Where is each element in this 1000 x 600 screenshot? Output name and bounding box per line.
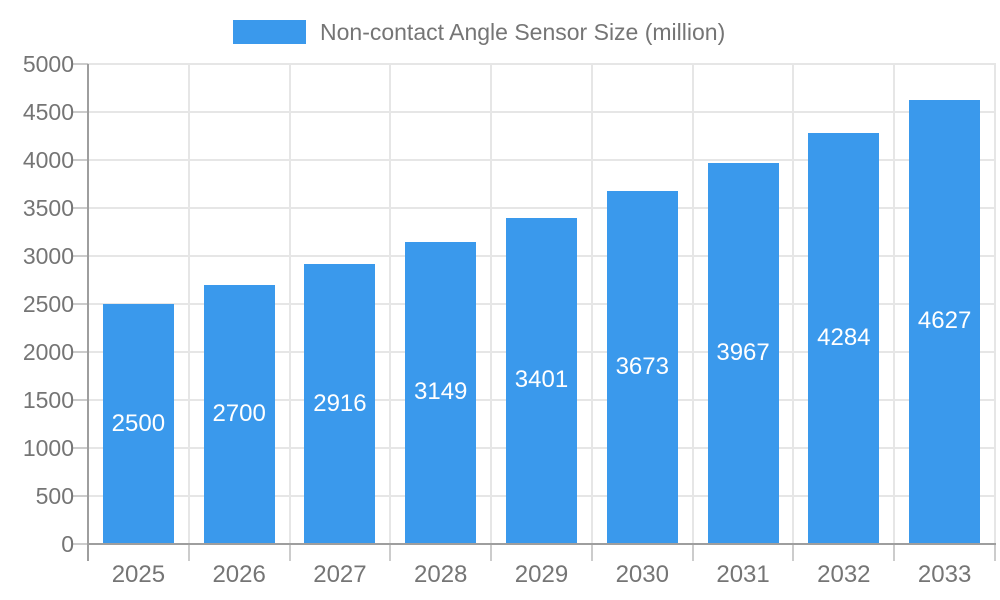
x-axis-label: 2028 bbox=[414, 561, 468, 588]
bar-value-label: 4627 bbox=[917, 307, 972, 335]
y-axis-label: 500 bbox=[35, 483, 74, 509]
x-axis-label: 2032 bbox=[817, 561, 871, 588]
bar-value-label: 3673 bbox=[615, 353, 669, 381]
x-axis-label: 2030 bbox=[615, 561, 669, 588]
bar-2033[interactable]: 4627 bbox=[909, 99, 981, 543]
bar-value-label: 2916 bbox=[313, 389, 367, 417]
gridline-vertical bbox=[590, 64, 593, 544]
y-axis-tick bbox=[72, 159, 88, 161]
x-axis-label: 2026 bbox=[212, 561, 266, 588]
y-axis-tick bbox=[72, 351, 88, 353]
y-axis-tick bbox=[72, 495, 88, 497]
gridline-vertical bbox=[288, 64, 291, 544]
y-axis-label: 2000 bbox=[22, 339, 74, 365]
x-axis-label: 2027 bbox=[313, 561, 367, 588]
y-axis-tick bbox=[72, 543, 88, 545]
gridline-horizontal bbox=[88, 207, 996, 209]
bar-value-label: 3967 bbox=[716, 339, 770, 367]
legend-item[interactable]: Non-contact Angle Sensor Size (million) bbox=[233, 19, 725, 45]
x-axis-tick bbox=[187, 545, 190, 561]
y-axis-tick bbox=[72, 255, 88, 257]
bar-value-label: 2500 bbox=[111, 409, 166, 437]
gridline-vertical bbox=[893, 64, 896, 544]
bar-value-label: 2700 bbox=[212, 399, 266, 427]
x-axis-label: 2029 bbox=[514, 561, 569, 588]
legend-swatch bbox=[233, 20, 306, 44]
y-axis-label: 4000 bbox=[22, 147, 74, 173]
bar-2031[interactable]: 3967 bbox=[707, 163, 779, 543]
bar-2032[interactable]: 4284 bbox=[808, 132, 880, 543]
bar-2026[interactable]: 2700 bbox=[203, 284, 275, 543]
y-axis-label: 2500 bbox=[22, 291, 74, 317]
gridline-vertical bbox=[490, 64, 493, 544]
gridline-vertical bbox=[691, 64, 694, 544]
y-axis-tick bbox=[72, 447, 88, 449]
y-axis-label: 1500 bbox=[22, 387, 74, 413]
x-axis-tick bbox=[893, 545, 896, 561]
y-axis-label: 0 bbox=[61, 531, 74, 557]
x-axis-line bbox=[88, 543, 996, 545]
y-axis-tick bbox=[72, 303, 88, 305]
bar-2029[interactable]: 3401 bbox=[506, 217, 577, 543]
bar-value-label: 3401 bbox=[514, 366, 569, 394]
gridline-vertical bbox=[994, 64, 996, 544]
x-axis-tick bbox=[288, 545, 291, 561]
x-axis-label: 2031 bbox=[716, 561, 770, 588]
x-axis-tick bbox=[792, 545, 795, 561]
bar-2030[interactable]: 3673 bbox=[606, 191, 678, 543]
gridline-vertical bbox=[187, 64, 190, 544]
y-axis-label: 1000 bbox=[22, 435, 74, 461]
bar-2028[interactable]: 3149 bbox=[405, 241, 477, 543]
y-axis-line bbox=[87, 64, 89, 561]
gridline-horizontal bbox=[88, 159, 996, 161]
y-axis-tick bbox=[72, 63, 88, 65]
x-axis-tick bbox=[994, 545, 996, 561]
legend-label: Non-contact Angle Sensor Size (million) bbox=[320, 18, 726, 45]
x-axis-tick bbox=[490, 545, 493, 561]
gridline-vertical bbox=[792, 64, 795, 544]
gridline-vertical bbox=[389, 64, 392, 544]
y-axis-tick bbox=[72, 399, 88, 401]
x-axis-tick bbox=[389, 545, 392, 561]
gridline-horizontal bbox=[88, 111, 996, 113]
bar-2027[interactable]: 2916 bbox=[304, 264, 376, 543]
y-axis-label: 4500 bbox=[22, 99, 74, 125]
y-axis-label: 3500 bbox=[22, 195, 74, 221]
bar-2025[interactable]: 2500 bbox=[102, 304, 174, 543]
bar-value-label: 4284 bbox=[817, 323, 871, 351]
x-axis-tick bbox=[590, 545, 593, 561]
y-axis-label: 3000 bbox=[22, 243, 74, 269]
bar-value-label: 3149 bbox=[414, 378, 468, 406]
x-axis-label: 2025 bbox=[111, 561, 166, 588]
x-axis-label: 2033 bbox=[917, 561, 972, 588]
y-axis-tick bbox=[72, 207, 88, 209]
gridline-horizontal bbox=[88, 63, 996, 65]
y-axis-tick bbox=[72, 111, 88, 113]
y-axis-label: 5000 bbox=[22, 51, 74, 77]
x-axis-tick bbox=[691, 545, 694, 561]
